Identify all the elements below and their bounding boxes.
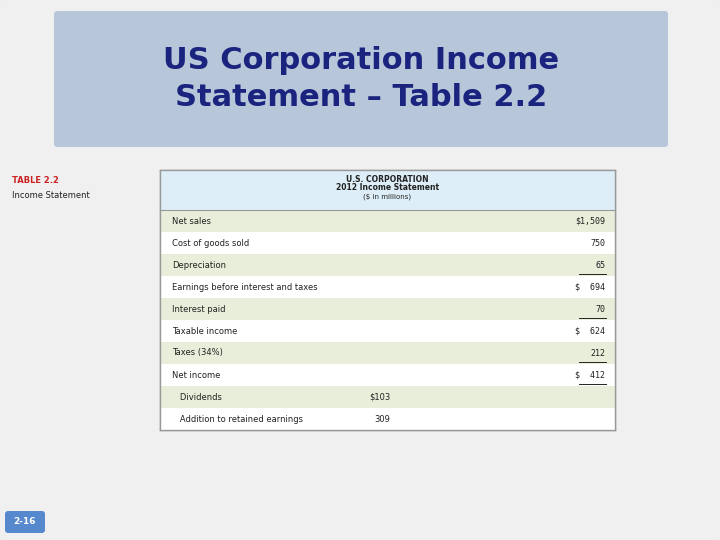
- Text: 750: 750: [590, 239, 605, 247]
- Bar: [160, 320, 615, 342]
- Bar: [160, 276, 615, 298]
- Text: Taxable income: Taxable income: [172, 327, 238, 335]
- Text: Net income: Net income: [172, 370, 220, 380]
- Bar: [160, 232, 615, 254]
- Bar: [160, 298, 615, 320]
- Text: Income Statement: Income Statement: [12, 191, 90, 200]
- Text: 2012 Income Statement: 2012 Income Statement: [336, 184, 439, 192]
- Bar: [160, 364, 615, 386]
- Text: TABLE 2.2: TABLE 2.2: [12, 176, 59, 185]
- Text: $  694: $ 694: [575, 282, 605, 292]
- Bar: [160, 342, 615, 364]
- FancyBboxPatch shape: [54, 11, 668, 147]
- Text: 309: 309: [374, 415, 390, 423]
- Text: US Corporation Income
Statement – Table 2.2: US Corporation Income Statement – Table …: [163, 46, 559, 112]
- Bar: [160, 170, 615, 430]
- Text: Cost of goods sold: Cost of goods sold: [172, 239, 249, 247]
- Text: 65: 65: [595, 260, 605, 269]
- Text: 212: 212: [590, 348, 605, 357]
- Text: Net sales: Net sales: [172, 217, 211, 226]
- Text: $103: $103: [369, 393, 390, 402]
- Text: 2-16: 2-16: [14, 517, 36, 526]
- Bar: [160, 210, 615, 232]
- FancyBboxPatch shape: [5, 511, 45, 533]
- Text: Earnings before interest and taxes: Earnings before interest and taxes: [172, 282, 318, 292]
- Text: 70: 70: [595, 305, 605, 314]
- Text: Dividends: Dividends: [172, 393, 222, 402]
- Text: ($ in millions): ($ in millions): [364, 194, 412, 200]
- Text: Depreciation: Depreciation: [172, 260, 226, 269]
- Text: Taxes (34%): Taxes (34%): [172, 348, 223, 357]
- Text: $1,509: $1,509: [575, 217, 605, 226]
- Text: U.S. CORPORATION: U.S. CORPORATION: [346, 174, 429, 184]
- Text: $  412: $ 412: [575, 370, 605, 380]
- Bar: [160, 254, 615, 276]
- Bar: [160, 386, 615, 408]
- Text: Interest paid: Interest paid: [172, 305, 225, 314]
- Bar: [160, 170, 615, 210]
- Bar: [160, 408, 615, 430]
- Text: $  624: $ 624: [575, 327, 605, 335]
- Text: Addition to retained earnings: Addition to retained earnings: [172, 415, 303, 423]
